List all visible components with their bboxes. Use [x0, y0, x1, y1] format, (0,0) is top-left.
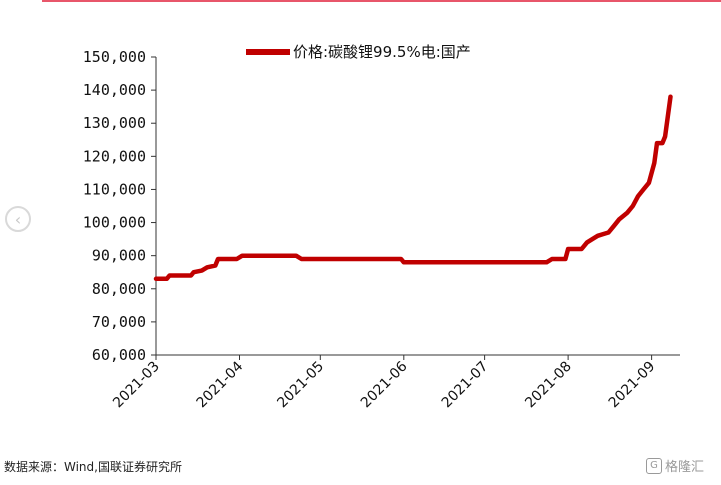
- source-note: 数据来源：Wind,国联证券研究所: [4, 460, 182, 474]
- y-tick-label: 140,000: [83, 81, 146, 99]
- y-tick-label: 120,000: [83, 147, 146, 165]
- x-tick-label: 2021-08: [522, 359, 575, 412]
- top-border-rule: [42, 0, 721, 2]
- y-tick-label: 100,000: [83, 214, 146, 232]
- series-line: [153, 94, 673, 282]
- y-tick-label: 130,000: [83, 114, 146, 132]
- x-axis-ticks: 2021-03 2021-04 2021-05 2021-06 2021-07 2021-…: [110, 355, 658, 411]
- watermark-logo-icon: G: [646, 457, 662, 474]
- watermark: G 格隆汇: [646, 456, 704, 475]
- y-tick-label: 110,000: [83, 180, 146, 198]
- previous-arrow-icon[interactable]: ‹: [5, 206, 31, 232]
- x-tick-label: 2021-04: [194, 358, 247, 411]
- x-tick-label: 2021-09: [606, 359, 659, 412]
- x-tick-label: 2021-03: [110, 359, 163, 412]
- x-tick-label: 2021-05: [274, 359, 327, 412]
- y-tick-label: 70,000: [92, 313, 146, 331]
- legend-label: 价格:碳酸锂99.5%电:国产: [293, 43, 471, 61]
- y-axis-ticks: 150,000 140,000 130,000 120,000 110,000 100,0…: [83, 48, 156, 364]
- legend: 价格:碳酸锂99.5%电:国产: [246, 43, 471, 61]
- y-tick-label: 60,000: [92, 346, 146, 364]
- y-tick-label: 80,000: [92, 280, 146, 298]
- y-tick-label: 150,000: [83, 48, 146, 66]
- y-tick-label: 90,000: [92, 247, 146, 265]
- x-tick-label: 2021-07: [439, 359, 492, 412]
- watermark-text: 格隆汇: [665, 460, 705, 475]
- x-tick-label: 2021-06: [358, 358, 411, 411]
